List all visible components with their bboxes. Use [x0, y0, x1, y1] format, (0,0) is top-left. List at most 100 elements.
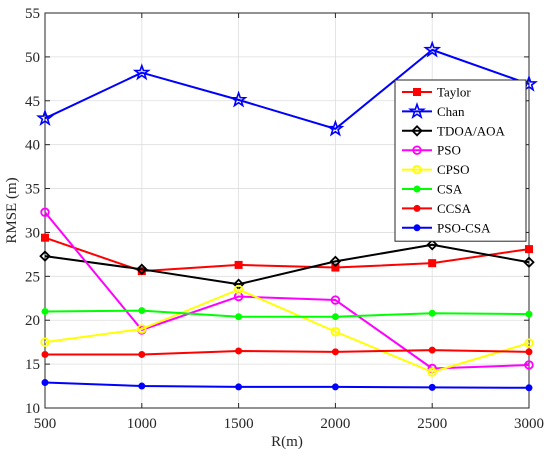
y-tick-label: 30 — [25, 225, 40, 241]
legend-swatch-marker — [413, 88, 421, 96]
data-point-chan — [132, 63, 151, 81]
x-tick-label: 1500 — [224, 416, 254, 432]
y-tick-label: 40 — [25, 138, 40, 154]
y-tick-label: 20 — [25, 313, 40, 329]
data-point-pso — [330, 295, 341, 305]
series-line-pso-csa — [44, 381, 530, 389]
x-tick-label: 3000 — [514, 416, 544, 432]
data-point-pso-csa — [331, 383, 339, 391]
x-axis-label: R(m) — [271, 434, 303, 450]
data-point-pso-csa — [41, 379, 49, 387]
data-point-ccsa — [138, 350, 146, 358]
data-point-taylor — [525, 245, 533, 254]
data-point-csa — [525, 310, 533, 318]
data-point-pso-csa — [138, 382, 146, 390]
data-point-cpso — [427, 367, 437, 377]
data-point-tdoa-aoa — [329, 255, 342, 268]
data-point-cpso — [330, 326, 341, 337]
series-tdoa-aoa — [39, 238, 535, 291]
legend-label: CCSA — [437, 201, 472, 216]
data-point-ccsa — [41, 350, 49, 358]
data-point-pso — [40, 207, 50, 217]
data-point-tdoa-aoa — [39, 250, 51, 262]
legend-swatch-marker — [413, 204, 421, 212]
data-point-ccsa — [525, 348, 533, 356]
data-point-pso-csa — [428, 383, 436, 391]
series-line-ccsa — [45, 349, 530, 356]
data-point-tdoa-aoa — [523, 256, 535, 269]
plot-frame — [44, 12, 530, 409]
legend-label: Taylor — [437, 85, 471, 100]
series-line-csa — [44, 309, 530, 318]
data-point-cpso — [40, 337, 50, 347]
data-point-ccsa — [235, 347, 243, 355]
legend-swatch-marker — [413, 185, 421, 193]
series-line-cpso — [44, 288, 530, 374]
data-point-csa — [331, 313, 339, 321]
legend-item-pso-csa: PSO-CSA — [402, 220, 491, 235]
data-point-taylor — [428, 259, 437, 268]
legend-label: PSO-CSA — [437, 220, 491, 235]
y-tick-label: 10 — [25, 401, 40, 417]
legend-item-csa: CSA — [402, 182, 463, 197]
data-point-taylor — [234, 260, 243, 269]
series-line-tdoa-aoa — [44, 243, 530, 286]
legend-label: PSO — [437, 143, 461, 158]
data-point-csa — [428, 309, 436, 317]
data-point-tdoa-aoa — [136, 263, 148, 276]
y-tick-label: 45 — [25, 94, 40, 110]
legend-label: CPSO — [437, 162, 470, 177]
legend-swatch-marker — [411, 125, 423, 137]
y-axis-label: RMSE (m) — [4, 177, 20, 243]
legend-swatch-marker — [412, 164, 422, 175]
y-tick-label: 55 — [25, 6, 40, 22]
legend-label: CSA — [437, 182, 463, 197]
data-point-taylor — [41, 233, 49, 242]
data-point-cpso — [137, 324, 147, 334]
data-point-cpso — [524, 338, 534, 348]
legend-item-tdoa-aoa: TDOA/AOA — [402, 123, 505, 138]
y-tick-label: 35 — [25, 182, 40, 198]
legend-swatch-marker — [412, 145, 422, 155]
series-taylor — [41, 233, 533, 276]
legend-label: Chan — [437, 104, 465, 119]
legend-label: TDOA/AOA — [437, 123, 505, 138]
legend-item-ccsa: CCSA — [402, 201, 472, 216]
legend-swatch-marker — [408, 101, 426, 120]
data-point-csa — [41, 307, 49, 315]
series-pso-csa — [41, 379, 533, 392]
data-point-pso-csa — [235, 383, 243, 391]
legend-item-cpso: CPSO — [402, 162, 470, 177]
series-chan — [36, 40, 538, 137]
data-point-taylor — [331, 263, 340, 272]
data-point-csa — [138, 307, 146, 315]
data-point-ccsa — [331, 348, 339, 356]
x-tick-label: 1000 — [127, 416, 157, 432]
legend-swatch-marker — [413, 224, 421, 232]
legend-item-chan: Chan — [402, 101, 465, 120]
data-point-pso-csa — [525, 384, 533, 392]
series-line-chan — [44, 48, 530, 130]
series-group — [36, 40, 538, 392]
legend: Taylor Chan TDOA/AOA PSO CPSO CSA CCSA PSO-CSA — [394, 79, 527, 242]
series-ccsa — [41, 346, 533, 358]
series-cpso — [40, 284, 534, 377]
data-point-chan — [36, 108, 54, 126]
data-point-chan — [229, 90, 248, 108]
series-csa — [41, 307, 533, 321]
data-point-chan — [423, 40, 442, 58]
axis-ticks: 500 1000 1500 2000 2500 3000 10 15 20 25 30 35 40 45 5… — [25, 6, 544, 432]
legend-item-taylor: Taylor — [402, 85, 471, 100]
data-point-pso — [524, 360, 534, 370]
y-tick-label: 15 — [25, 357, 40, 373]
x-tick-label: 2500 — [417, 416, 447, 432]
x-tick-label: 2000 — [320, 416, 350, 432]
legend-item-pso: PSO — [402, 143, 461, 158]
y-tick-label: 25 — [25, 269, 40, 285]
data-point-tdoa-aoa — [426, 238, 438, 251]
data-point-cpso — [233, 284, 244, 295]
series-line-taylor — [44, 236, 530, 273]
y-tick-label: 50 — [25, 50, 40, 66]
x-tick-label: 500 — [34, 416, 57, 432]
